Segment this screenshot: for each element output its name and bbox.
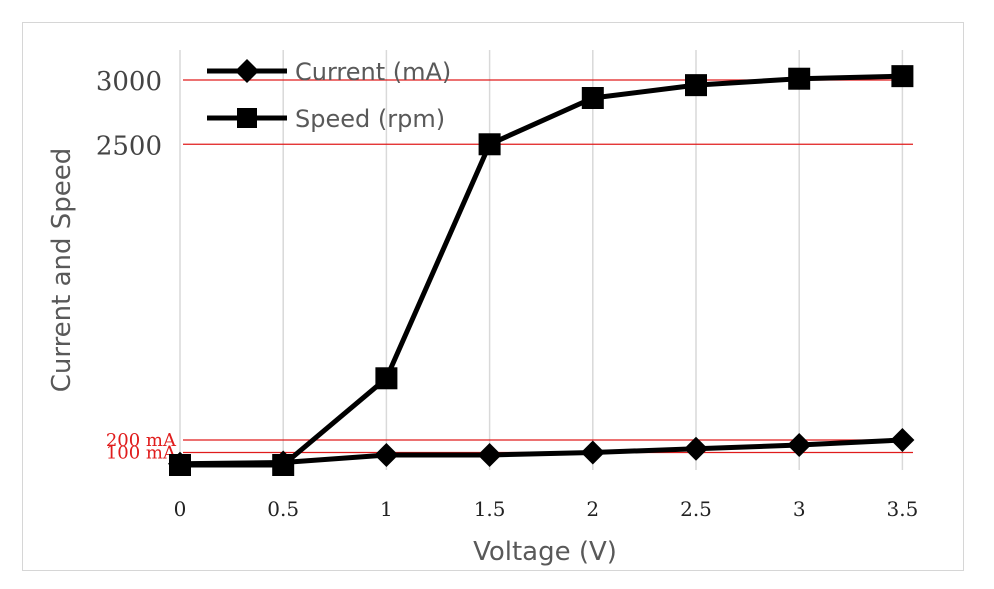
current-point (684, 436, 708, 461)
x-tick-label: 2 (586, 497, 599, 521)
x-axis-title: Voltage (V) (473, 537, 617, 567)
y-tick-label: 3000 (96, 67, 162, 97)
speed-point (685, 74, 707, 97)
x-tick-labels: 0 0.5 1 1.5 2 2.5 3 3.5 (174, 497, 919, 521)
x-tick-label: 3.5 (886, 497, 918, 521)
legend-diamond-marker (235, 59, 259, 83)
speed-point (478, 133, 501, 156)
current-point (890, 428, 915, 452)
legend-current-label: Current (mA) (295, 58, 451, 86)
speed-point (581, 87, 604, 109)
speed-point (272, 454, 295, 476)
x-tick-label: 0.5 (267, 497, 299, 521)
series-lines (179, 73, 903, 468)
legend: Current (mA) Speed (rpm) (207, 58, 451, 133)
speed-point (891, 65, 914, 88)
reference-label: 100 mA (106, 443, 177, 464)
series-markers (168, 65, 915, 476)
speed-point (788, 67, 811, 90)
legend-item-current: Current (mA) (207, 58, 451, 86)
x-tick-label: 2.5 (680, 497, 712, 521)
series-line-speed (180, 73, 903, 468)
x-tick-label: 1.5 (474, 497, 506, 521)
y-axis-title: Current and Speed (47, 148, 77, 393)
x-tick-label: 1 (380, 497, 393, 521)
legend-square-marker (237, 108, 257, 128)
chart-frame (22, 22, 964, 571)
current-point (787, 433, 812, 457)
speed-point (375, 367, 398, 390)
x-tick-label: 3 (793, 497, 806, 521)
grid-lines (179, 50, 904, 470)
current-point (374, 443, 399, 467)
series-line-current (179, 437, 903, 467)
legend-item-speed: Speed (rpm) (207, 105, 445, 133)
current-point (580, 440, 605, 465)
reference-label: 200 mA (106, 430, 177, 451)
speed-point (169, 454, 191, 476)
x-tick-label: 0 (174, 497, 187, 521)
legend-speed-label: Speed (rpm) (295, 105, 445, 133)
y-tick-label: 2500 (96, 131, 162, 161)
current-point (477, 443, 502, 467)
